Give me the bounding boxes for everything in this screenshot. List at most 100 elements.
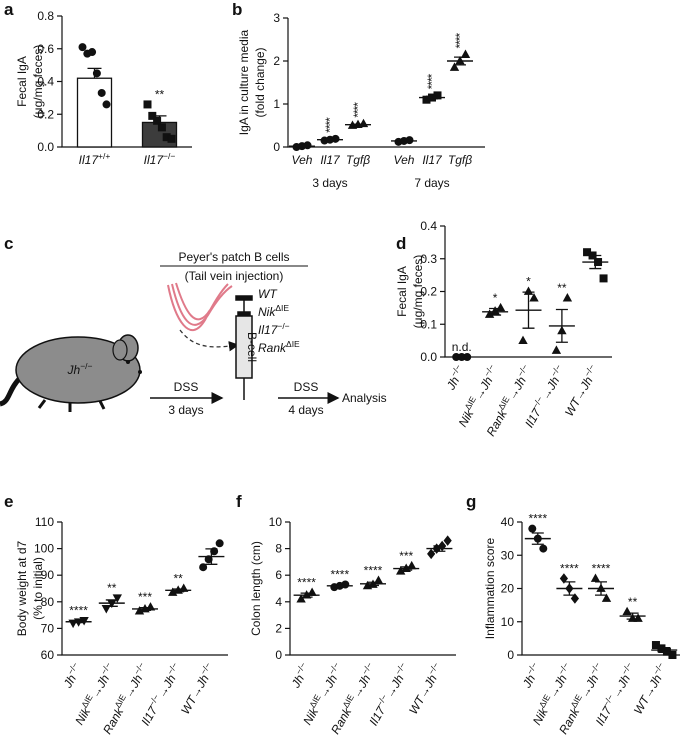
text-part: →Jh <box>88 672 113 701</box>
significance: **** <box>330 568 349 582</box>
significance: **** <box>297 575 316 589</box>
significance: * <box>493 291 498 305</box>
point <box>495 302 506 312</box>
text-part: Nik <box>300 705 321 728</box>
text-part: −/− <box>163 151 175 161</box>
x-tick-label: Il17−/−→Jh−/− <box>520 362 568 429</box>
error-bar <box>426 95 438 100</box>
point <box>518 335 528 345</box>
error-bar <box>72 620 85 624</box>
point <box>539 544 548 553</box>
text-part: Il17 <box>366 703 388 728</box>
significance: ** <box>107 581 117 595</box>
text-part: Il17 <box>258 323 279 337</box>
y-tick-label: 110 <box>35 515 54 529</box>
x-tick-label: Jh−/− <box>286 660 313 691</box>
x-tick-label: Il17−/−→Jh−/− <box>137 660 185 727</box>
y-tick-label: 90 <box>41 568 55 582</box>
point <box>78 43 87 52</box>
point <box>570 593 580 604</box>
significance: **** <box>364 564 383 578</box>
text-part: Rank <box>258 341 287 355</box>
significance: **** <box>592 562 611 576</box>
y-tick-label: 0.0 <box>420 350 437 364</box>
y-tick-label: 1 <box>273 97 280 111</box>
y-tick-label: 80 <box>41 595 55 609</box>
point <box>199 563 208 572</box>
error-bar <box>433 545 446 552</box>
y-axis-label: Inflammation score <box>483 537 497 639</box>
text-part: →Jh <box>545 672 570 701</box>
y-tick-label: 4 <box>275 595 282 609</box>
text-part: →Jh <box>121 672 146 701</box>
donor-label: WT <box>258 287 278 301</box>
text-part: ΔIE <box>275 303 289 313</box>
text-part: Jh <box>288 672 307 691</box>
y-tick-label: 30 <box>501 548 515 562</box>
text-part: Rank <box>328 705 355 737</box>
x-tick-label: Tgfβ <box>448 153 472 167</box>
y-tick-label: 0.3 <box>420 252 437 266</box>
bar <box>76 77 113 148</box>
point <box>167 134 176 143</box>
point <box>633 613 643 622</box>
x-tick-label: Il17−/−→Jh−/− <box>365 660 413 727</box>
point <box>668 651 677 660</box>
error-bar <box>139 607 151 611</box>
text-part: ΔIE <box>286 339 300 349</box>
y-axis-label: (μg/mg feces) <box>411 255 425 329</box>
significance: **** <box>323 117 337 133</box>
donor-label: RankΔIE <box>258 339 300 355</box>
panel-label: a <box>4 0 14 19</box>
x-tick-label: Il17+/+ <box>79 151 111 167</box>
y-tick-label: 0.2 <box>420 285 437 299</box>
significance: *** <box>399 549 413 563</box>
point <box>157 123 166 132</box>
point <box>102 100 111 109</box>
y-tick-label: 0 <box>275 648 282 662</box>
y-axis-label: Body weight at d7 <box>15 540 29 636</box>
step-label: DSS <box>294 380 319 394</box>
text-part: →Jh <box>471 374 496 403</box>
panel-label: e <box>4 492 13 511</box>
y-tick-label: 0.4 <box>37 75 54 89</box>
point <box>204 555 213 564</box>
y-axis-label: (fold change) <box>253 47 267 117</box>
y-tick-label: 0.2 <box>37 107 54 121</box>
error-bar <box>367 581 379 587</box>
text-part: Nik <box>530 705 551 728</box>
significance: ** <box>174 572 184 586</box>
y-tick-label: 8 <box>275 542 282 556</box>
donor-label: NikΔIE <box>258 303 289 319</box>
error-bar <box>563 581 576 596</box>
text-part: Nik <box>72 705 93 728</box>
text-part: WT→Jh <box>631 672 665 717</box>
error-bar <box>172 588 185 593</box>
y-tick-label: 3 <box>273 11 280 25</box>
diagram-vessels <box>167 282 233 332</box>
point <box>559 573 569 584</box>
text-part: →Jh <box>382 672 407 701</box>
group-label: 3 days <box>312 176 347 190</box>
significance: n.d. <box>452 340 472 354</box>
significance: *** <box>138 590 152 604</box>
point <box>92 69 101 78</box>
point <box>427 548 436 560</box>
x-tick-label: Jh−/− <box>441 362 468 393</box>
text-part: Jh <box>519 672 538 691</box>
x-tick-label: Veh <box>394 153 415 167</box>
error-bar <box>555 308 568 343</box>
significance: **** <box>560 562 579 576</box>
point <box>449 62 460 71</box>
text-part: Il17 <box>593 703 615 728</box>
text-part: Il17 <box>79 153 100 167</box>
point <box>529 293 539 302</box>
point <box>443 535 452 546</box>
donor-label: Il17−/− <box>258 321 290 337</box>
y-tick-label: 0.1 <box>420 317 437 331</box>
point <box>112 594 122 603</box>
error-bar <box>105 599 118 607</box>
x-tick-label: Il17 <box>422 153 443 167</box>
end-label: Analysis <box>342 391 387 405</box>
